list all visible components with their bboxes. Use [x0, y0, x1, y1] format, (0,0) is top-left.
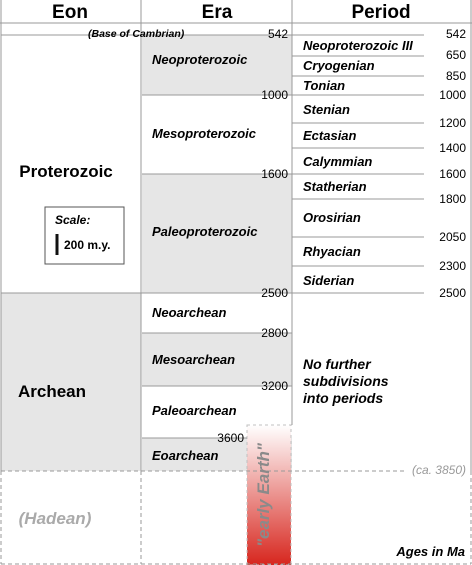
units-note: Ages in Ma — [395, 544, 465, 559]
archean-eon-shade — [1, 293, 141, 471]
base-of-cambrian-note: (Base of Cambrian) — [88, 28, 185, 40]
period-age-1600: 1600 — [439, 167, 466, 181]
period-calymmian: Calymmian — [303, 154, 372, 169]
era-age-3200: 3200 — [261, 379, 288, 393]
period-stenian: Stenian — [303, 102, 350, 117]
eon-archean: Archean — [18, 382, 86, 401]
era-age-1600: 1600 — [261, 167, 288, 181]
eon-proterozoic: Proterozoic — [19, 162, 113, 181]
era-paleoproterozoic: Paleoproterozoic — [152, 224, 258, 239]
period-orosirian: Orosirian — [303, 210, 361, 225]
period-tonian: Tonian — [303, 78, 345, 93]
early-earth-label: "early Earth" — [254, 442, 273, 547]
era-neoarchean: Neoarchean — [152, 305, 226, 320]
era-age-1000: 1000 — [261, 88, 288, 102]
period-ectasian: Ectasian — [303, 128, 357, 143]
period-age-1800: 1800 — [439, 192, 466, 206]
period-siderian: Siderian — [303, 273, 354, 288]
no-periods-note-line2: subdivisions — [303, 373, 389, 389]
early-earth-bar — [246, 424, 292, 565]
neoproterozoic-shade — [142, 35, 292, 95]
period-age-2500: 2500 — [439, 286, 466, 300]
paleoproterozoic-shade — [142, 174, 292, 293]
period-cryogenian: Cryogenian — [303, 58, 375, 73]
mesoarchean-shade — [142, 333, 292, 386]
period-age-2300: 2300 — [439, 259, 466, 273]
era-eoarchean: Eoarchean — [152, 448, 219, 463]
period-age-850: 850 — [446, 69, 466, 83]
no-periods-note-line1: No further — [303, 356, 372, 372]
era-header: Era — [202, 2, 233, 23]
era-age-2500: 2500 — [261, 286, 288, 300]
scale-title: Scale: — [55, 213, 90, 227]
no-periods-note-line3: into periods — [303, 390, 383, 406]
era-paleoarchean: Paleoarchean — [152, 403, 237, 418]
era-age-542: 542 — [268, 27, 288, 41]
period-age-1400: 1400 — [439, 141, 466, 155]
scale-value: 200 m.y. — [64, 238, 110, 252]
period-neoproterozoic-iii: Neoproterozoic III — [303, 38, 413, 53]
era-age-2800: 2800 — [261, 326, 288, 340]
eon-header: Eon — [52, 2, 88, 23]
era-mesoproterozoic: Mesoproterozoic — [152, 126, 257, 141]
period-age-1000: 1000 — [439, 88, 466, 102]
era-neoproterozoic: Neoproterozoic — [152, 52, 248, 67]
hadean-boundary-label: (ca. 3850) — [412, 463, 466, 477]
era-mesoarchean: Mesoarchean — [152, 352, 235, 367]
period-age-1200: 1200 — [439, 116, 466, 130]
era-age-3600: 3600 — [217, 431, 244, 445]
period-rhyacian: Rhyacian — [303, 244, 361, 259]
scale-box: Scale: 200 m.y. — [44, 206, 125, 265]
period-age-2050: 2050 — [439, 230, 466, 244]
period-statherian: Statherian — [303, 179, 367, 194]
eon-hadean: (Hadean) — [19, 509, 92, 528]
period-age-542: 542 — [446, 27, 466, 41]
period-header: Period — [351, 2, 410, 23]
period-age-650: 650 — [446, 48, 466, 62]
